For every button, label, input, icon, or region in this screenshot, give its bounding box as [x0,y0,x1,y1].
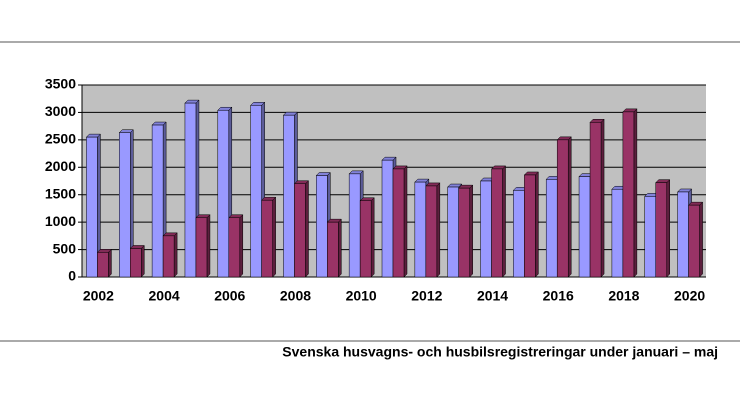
bar [261,199,273,278]
caption: Svenska husvagns- och husbilsregistrerin… [282,344,718,360]
y-tick-label: 2500 [45,131,76,147]
bar-side [239,214,244,278]
bar-side [403,165,408,278]
bar [86,136,98,278]
bar-side [338,218,342,278]
bar-side [436,182,441,278]
bar [545,179,558,278]
bar [556,139,569,278]
bar [644,196,656,278]
x-tick-label: 2020 [674,288,705,304]
bar [283,114,295,278]
bar [425,185,438,278]
bar-side [567,136,572,278]
bar [513,190,525,278]
bar [524,174,536,278]
x-tick-label: 2002 [83,288,114,304]
x-tick-label: 2016 [543,288,574,304]
bar [359,200,372,278]
bar [688,204,700,278]
bar-side [173,232,178,278]
bar-side [666,179,670,278]
bar-side [535,171,539,278]
bar [184,102,197,278]
bar-side [370,197,375,278]
bar-side [699,201,703,278]
bar-side [633,108,638,278]
bar [228,217,241,278]
bar-side [272,196,276,278]
bar [480,180,492,278]
bar-side [141,244,145,278]
y-tick-label: 1000 [45,213,76,229]
bar [316,175,328,278]
bar [130,248,142,278]
bar [381,159,394,278]
bar [119,132,131,278]
bar [392,168,405,278]
bar [458,187,470,278]
bar-side [108,248,112,278]
bar [250,105,262,278]
y-tick-label: 3000 [45,103,76,119]
bar-side [600,118,605,278]
bar [655,182,667,278]
bar-side [206,214,211,278]
bar [294,183,306,278]
y-tick-label: 3500 [45,76,76,92]
bar [677,191,689,278]
bar [611,188,624,278]
bar-side [305,180,309,278]
bar [97,252,109,278]
bar [217,109,230,278]
x-tick-label: 2018 [608,288,639,304]
x-tick-label: 2014 [477,288,508,304]
bar [589,122,602,278]
bar [414,181,427,278]
bar [447,186,459,278]
y-tick-label: 1500 [45,185,76,201]
bar [327,221,339,278]
bar-side [502,165,506,278]
y-tick-label: 500 [53,240,77,256]
y-tick-label: 0 [68,268,76,284]
bar [491,168,503,278]
bar [348,173,361,278]
bar [151,124,164,278]
bar-side [469,184,473,278]
x-tick-label: 2004 [149,288,180,304]
bar [195,217,208,278]
x-tick-label: 2008 [280,288,311,304]
x-tick-label: 2010 [346,288,377,304]
bar [162,235,175,278]
bar [622,111,635,278]
x-tick-label: 2012 [411,288,442,304]
bar [578,176,591,278]
y-tick-label: 2000 [45,158,76,174]
x-tick-label: 2006 [214,288,245,304]
